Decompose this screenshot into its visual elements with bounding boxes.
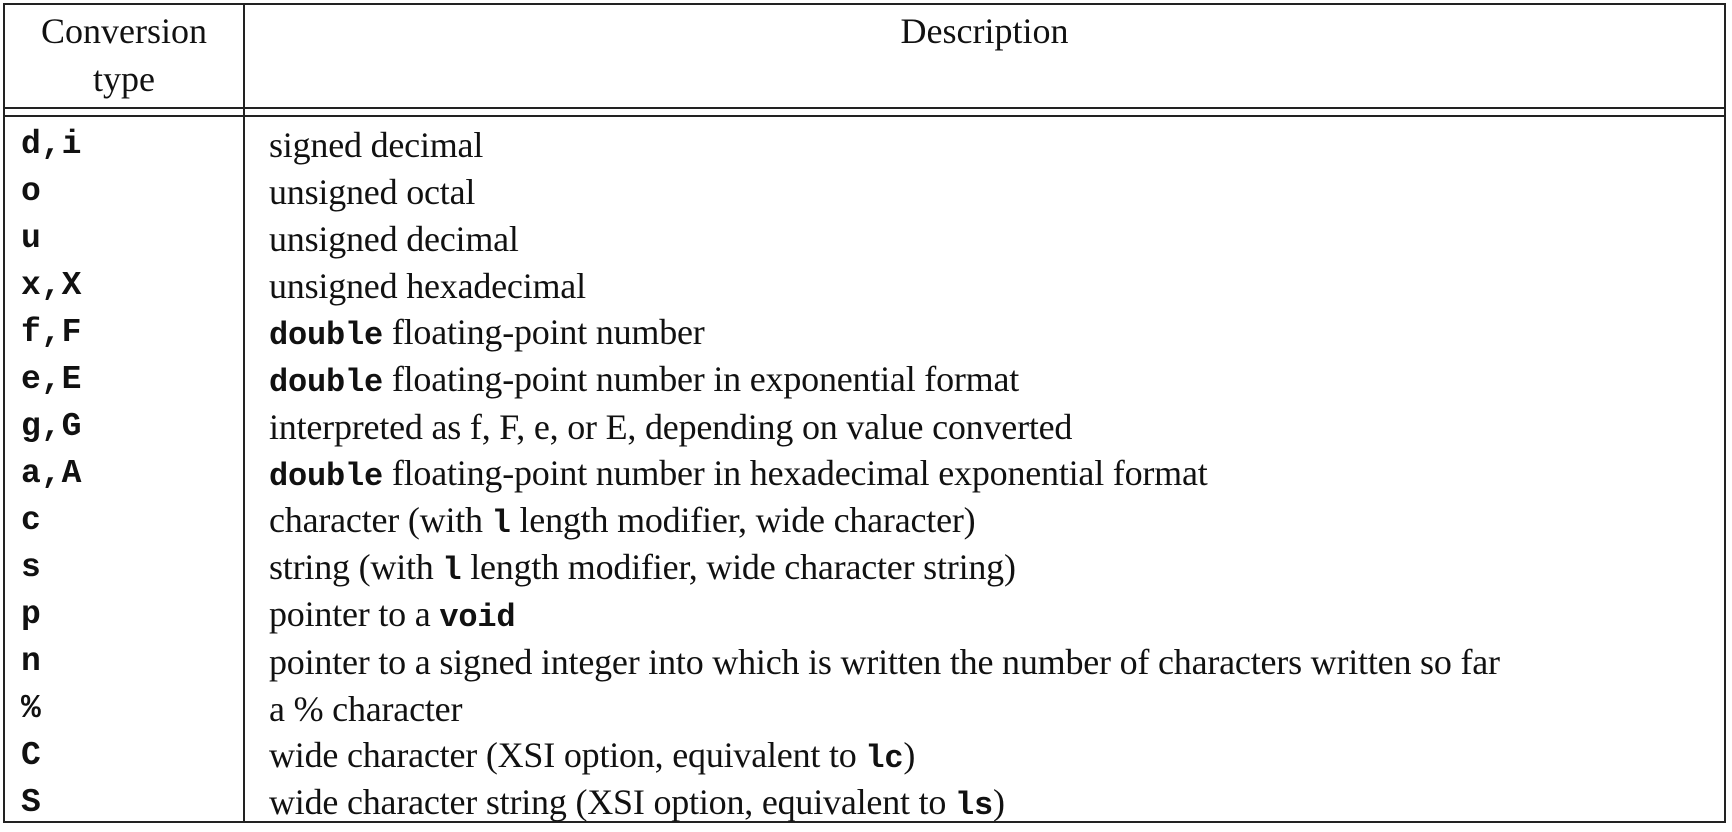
description-cell: wide character string (XSI option, equiv… [241, 781, 1005, 824]
code-term: double [269, 458, 384, 495]
table-row: x,X unsigned hexadecimal [5, 262, 1724, 309]
column-header-description: Description [900, 11, 1069, 51]
description-text: interpreted as f, F, e, or E, depending … [269, 406, 1073, 447]
description-text: floating-point number in hexadecimal exp… [383, 453, 1208, 493]
conversion-type-cell: e,E [21, 361, 82, 398]
conversion-type-cell: % [21, 690, 42, 727]
description-cell: double floating-point number [241, 311, 705, 354]
description-cell: unsigned hexadecimal [241, 265, 586, 307]
description-text: wide character (XSI option, equivalent t… [269, 735, 866, 775]
table-row: g,G interpreted as f, F, e, or E, dependi… [5, 403, 1724, 450]
code-term: lc [865, 740, 904, 777]
conversion-type-cell: f,F [21, 314, 82, 351]
description-text: unsigned octal [269, 171, 476, 212]
table-row: n pointer to a signed integer into which … [5, 638, 1724, 685]
conversion-type-cell: u [21, 220, 42, 257]
description-cell: signed decimal [241, 124, 483, 166]
conversion-type-cell: c [21, 502, 42, 539]
description-text: floating-point number [383, 312, 705, 352]
description-cell: unsigned octal [241, 171, 475, 213]
conversion-type-cell: S [21, 784, 42, 821]
description-text: floating-point number in exponential for… [383, 359, 1020, 399]
description-text: a % character [269, 688, 463, 729]
header-rule-top [5, 107, 1724, 109]
code-term: l [442, 552, 462, 589]
code-term: l [491, 505, 511, 542]
description-text: length modifier, wide character) [510, 500, 976, 540]
description-cell: pointer to a void [241, 593, 516, 636]
table-row: f,F double floating-point number [5, 309, 1724, 356]
description-cell: interpreted as f, F, e, or E, depending … [241, 406, 1072, 448]
code-term: ls [955, 787, 994, 824]
description-cell: double floating-point number in hexadeci… [241, 452, 1208, 495]
table-row: d,i signed decimal [5, 121, 1724, 168]
description-text: wide character string (XSI option, equiv… [269, 782, 955, 822]
header-rule-bottom [5, 115, 1724, 117]
conversion-type-cell: n [21, 643, 42, 680]
conversion-type-cell: d,i [21, 126, 82, 163]
code-term: double [269, 364, 384, 401]
table-body: d,i signed decimal o unsigned octal u unsigne… [5, 121, 1724, 826]
description-text: pointer to a signed integer into which i… [269, 641, 1500, 682]
description-text: signed decimal [269, 124, 484, 165]
column-header-conversion-line2: type [93, 59, 155, 99]
column-header-conversion-type: Conversion type [5, 7, 243, 103]
description-cell: a % character [241, 688, 462, 730]
conversion-type-cell: p [21, 596, 42, 633]
conversion-type-cell: o [21, 173, 42, 210]
table-row: % a % character [5, 685, 1724, 732]
description-text: string (with [269, 547, 443, 587]
description-cell: unsigned decimal [241, 218, 519, 260]
description-text: character (with [269, 500, 492, 540]
conversion-type-cell: C [21, 737, 42, 774]
table-row: c character (with l length modifier, wide… [5, 497, 1724, 544]
column-divider [243, 5, 245, 821]
code-term: void [439, 599, 516, 636]
table-row: o unsigned octal [5, 168, 1724, 215]
conversion-table: Conversion type Description d,i signed de… [3, 3, 1726, 826]
table-row: s string (with l length modifier, wide ch… [5, 544, 1724, 591]
table-row: a,A double floating-point number in hexad… [5, 450, 1724, 497]
description-text: ) [993, 782, 1005, 822]
description-text: length modifier, wide character string) [461, 547, 1016, 587]
conversion-type-cell: s [21, 549, 42, 586]
column-header-conversion-line1: Conversion [41, 11, 207, 51]
description-cell: wide character (XSI option, equivalent t… [241, 734, 915, 777]
description-text: pointer to a [269, 594, 440, 634]
description-cell: string (with l length modifier, wide cha… [241, 546, 1016, 589]
table-row: u unsigned decimal [5, 215, 1724, 262]
description-text: unsigned decimal [269, 218, 519, 259]
description-cell: character (with l length modifier, wide … [241, 499, 976, 542]
conversion-type-cell: g,G [21, 408, 82, 445]
description-cell: pointer to a signed integer into which i… [241, 641, 1500, 683]
description-text: unsigned hexadecimal [269, 265, 586, 306]
conversion-type-cell: x,X [21, 267, 82, 304]
conversion-type-cell: a,A [21, 455, 82, 492]
table-row: e,E double floating-point number in expon… [5, 356, 1724, 403]
description-text: ) [903, 735, 916, 775]
table-row: p pointer to a void [5, 591, 1724, 638]
description-cell: double floating-point number in exponent… [241, 358, 1019, 401]
code-term: double [269, 317, 384, 354]
